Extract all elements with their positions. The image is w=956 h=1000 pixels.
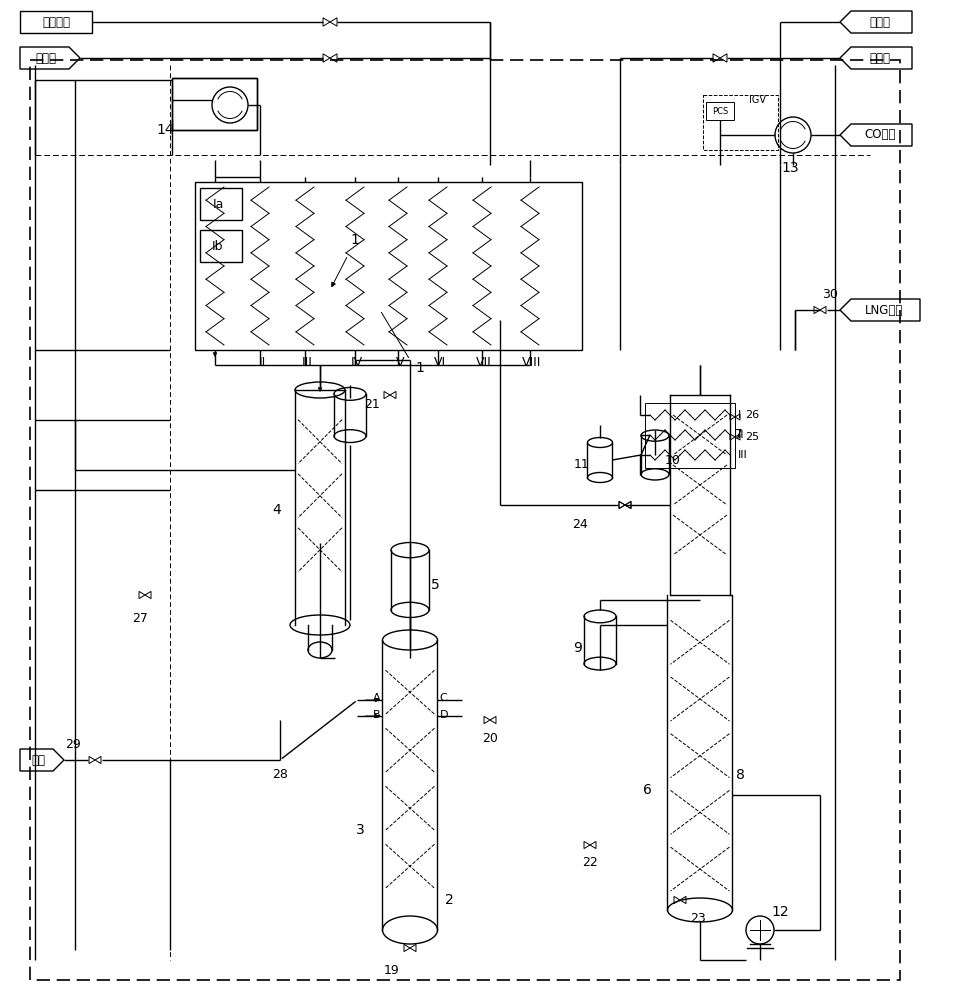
Text: III: III	[738, 450, 748, 460]
Text: D: D	[440, 710, 448, 720]
Text: 28: 28	[272, 768, 288, 782]
Text: 13: 13	[781, 161, 799, 175]
Text: IV: IV	[351, 356, 363, 368]
Text: 25: 25	[745, 432, 759, 442]
Text: 6: 6	[643, 783, 652, 797]
Text: 富氢气: 富氢气	[869, 51, 890, 64]
Text: 7: 7	[733, 428, 743, 442]
Text: 11: 11	[575, 458, 590, 472]
Text: CO产品: CO产品	[864, 128, 896, 141]
Text: 8: 8	[736, 768, 745, 782]
Text: 12: 12	[771, 905, 789, 919]
Text: 27: 27	[132, 611, 148, 624]
Text: 2: 2	[445, 893, 454, 907]
Text: VII: VII	[476, 356, 492, 368]
Text: 22: 22	[582, 856, 598, 868]
Text: 3: 3	[357, 823, 365, 837]
Text: II: II	[738, 430, 745, 440]
Text: 1: 1	[416, 361, 424, 375]
Text: 29: 29	[65, 738, 81, 752]
Text: 19: 19	[384, 964, 400, 976]
Text: Ib: Ib	[212, 239, 224, 252]
Text: 10: 10	[665, 454, 681, 466]
Text: 4: 4	[272, 503, 281, 517]
Text: LNG产品: LNG产品	[864, 304, 902, 316]
Text: 净化气: 净化气	[869, 15, 890, 28]
Text: VI: VI	[434, 356, 446, 368]
Text: 14: 14	[156, 123, 174, 137]
Text: C: C	[440, 693, 447, 703]
Text: 24: 24	[572, 518, 588, 532]
Text: 液氮: 液氮	[32, 754, 45, 766]
Text: 30: 30	[822, 288, 838, 302]
Text: PCS: PCS	[712, 106, 728, 115]
Text: 9: 9	[574, 641, 582, 655]
Text: 23: 23	[690, 912, 706, 924]
Text: II: II	[258, 356, 266, 368]
Text: 20: 20	[482, 732, 498, 744]
Text: 1: 1	[351, 233, 359, 247]
Text: 5: 5	[430, 578, 440, 592]
Text: 闪蒸气: 闪蒸气	[35, 51, 56, 64]
Text: Ia: Ia	[212, 198, 224, 211]
Text: III: III	[301, 356, 313, 368]
Text: A: A	[373, 693, 380, 703]
Text: VIII: VIII	[522, 356, 542, 368]
Text: I: I	[738, 410, 741, 420]
Text: 氮气产品: 氮气产品	[42, 15, 70, 28]
Text: 21: 21	[364, 398, 380, 412]
Text: 26: 26	[745, 410, 759, 420]
Text: IGV: IGV	[750, 95, 767, 105]
Text: B: B	[373, 710, 380, 720]
Text: V: V	[396, 356, 404, 368]
